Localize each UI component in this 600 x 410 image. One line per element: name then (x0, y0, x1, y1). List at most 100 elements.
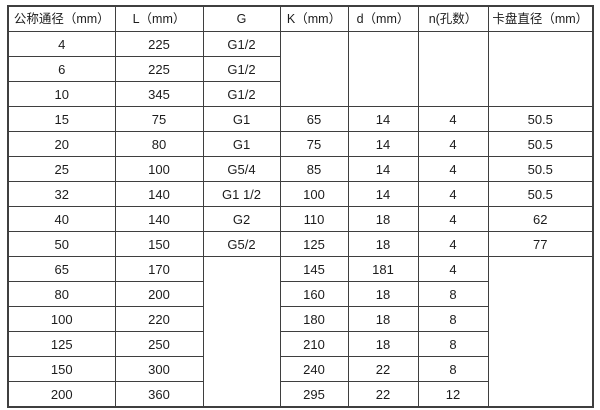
cell-k: 110 (279, 206, 349, 232)
column-header-k: K（mm） (279, 5, 349, 32)
table-row: 200 360 295 22 12 (7, 381, 593, 408)
cell-n: 4 (417, 256, 489, 282)
cell-k: 160 (279, 281, 349, 307)
cell-dn: 15 (7, 106, 116, 132)
cell-d: 18 (347, 231, 419, 257)
cell-l: 150 (114, 231, 204, 257)
cell-n: 4 (417, 181, 489, 207)
cell-k: 85 (279, 156, 349, 182)
cell-k: 145 (279, 256, 349, 282)
table-row: 6 225 G1/2 (7, 56, 593, 82)
cell-l: 80 (114, 131, 204, 157)
cell-l: 300 (114, 356, 204, 382)
table-row: 32 140 G1 1/2 100 14 4 50.5 (7, 181, 594, 207)
cell-n: 8 (417, 306, 489, 332)
cell-chuck: 77 (487, 231, 594, 257)
cell-l: 75 (114, 106, 204, 132)
cell-k: 210 (279, 331, 349, 357)
cell-n: 8 (417, 331, 489, 357)
cell-n: 8 (417, 281, 489, 307)
cell-dn: 32 (7, 181, 116, 207)
cell-l: 140 (114, 206, 204, 232)
cell-dn: 6 (7, 56, 116, 82)
cell-n: 4 (417, 131, 489, 157)
cell-d: 18 (347, 281, 419, 307)
table-row: 50 150 G5/2 125 18 4 77 (7, 231, 594, 257)
cell-d: 14 (347, 131, 419, 157)
table-row: 150 300 240 22 8 (7, 356, 593, 382)
cell-dn: 40 (7, 206, 116, 232)
cell-k: 65 (279, 106, 349, 132)
cell-g: G1/2 (202, 56, 281, 82)
column-header-n: n(孔数） (417, 5, 489, 32)
cell-g: G2 (202, 206, 281, 232)
cell-g: G1 (202, 106, 281, 132)
cell-dn: 125 (7, 331, 116, 357)
cell-l: 225 (114, 56, 204, 82)
cell-chuck: 50.5 (487, 181, 594, 207)
table-row: 125 250 210 18 8 (7, 331, 593, 357)
cell-d: 181 (347, 256, 419, 282)
cell-d: 18 (347, 306, 419, 332)
cell-d: 22 (347, 381, 419, 408)
cell-g: G5/4 (202, 156, 281, 182)
cell-dn: 80 (7, 281, 116, 307)
table-row: 25 100 G5/4 85 14 4 50.5 (7, 156, 594, 182)
cell-k: 180 (279, 306, 349, 332)
cell-g: G5/2 (202, 231, 281, 257)
cell-l: 220 (114, 306, 204, 332)
dimension-spec-table: 公称通径（mm） L（mm） G K（mm） d（mm） n(孔数） 卡盘直径（… (7, 5, 594, 408)
cell-chuck-empty (487, 31, 594, 107)
cell-dn: 4 (7, 31, 116, 57)
cell-d: 14 (347, 156, 419, 182)
cell-l: 345 (114, 81, 204, 107)
cell-g-empty (202, 256, 281, 408)
cell-g: G1 1/2 (202, 181, 281, 207)
cell-l: 170 (114, 256, 204, 282)
cell-dn: 100 (7, 306, 116, 332)
cell-chuck: 62 (487, 206, 594, 232)
table-row: 65 170 145 181 4 (7, 256, 594, 408)
cell-n: 8 (417, 356, 489, 382)
cell-g: G1 (202, 131, 281, 157)
cell-n: 12 (417, 381, 489, 408)
cell-k: 75 (279, 131, 349, 157)
cell-l: 250 (114, 331, 204, 357)
cell-dn: 50 (7, 231, 116, 257)
cell-l: 360 (114, 381, 204, 408)
cell-n-empty (417, 31, 489, 107)
cell-n: 4 (417, 106, 489, 132)
cell-dn: 10 (7, 81, 116, 107)
cell-chuck: 50.5 (487, 156, 594, 182)
cell-l: 200 (114, 281, 204, 307)
cell-d-empty (347, 31, 419, 107)
cell-dn: 150 (7, 356, 116, 382)
cell-dn: 20 (7, 131, 116, 157)
column-header-dn: 公称通径（mm） (7, 5, 116, 32)
cell-n: 4 (417, 156, 489, 182)
table-row: 80 200 160 18 8 (7, 281, 593, 307)
cell-l: 140 (114, 181, 204, 207)
cell-n: 4 (417, 231, 489, 257)
cell-g: G1/2 (202, 81, 281, 107)
cell-d: 18 (347, 206, 419, 232)
column-header-chuck: 卡盘直径（mm） (487, 5, 594, 32)
cell-dn: 65 (7, 256, 116, 282)
cell-dn: 25 (7, 156, 116, 182)
cell-d: 14 (347, 181, 419, 207)
column-header-g: G (202, 5, 281, 32)
cell-d: 18 (347, 331, 419, 357)
cell-k: 240 (279, 356, 349, 382)
cell-dn: 200 (7, 381, 116, 408)
cell-k: 125 (279, 231, 349, 257)
cell-n: 4 (417, 206, 489, 232)
table-row: 40 140 G2 110 18 4 62 (7, 206, 594, 232)
table-row: 20 80 G1 75 14 4 50.5 (7, 131, 594, 157)
table-row: 4 225 G1/2 (7, 31, 594, 107)
cell-g: G1/2 (202, 31, 281, 57)
cell-k: 100 (279, 181, 349, 207)
cell-d: 14 (347, 106, 419, 132)
cell-k: 295 (279, 381, 349, 408)
table-row: 15 75 G1 65 14 4 50.5 (7, 106, 594, 132)
